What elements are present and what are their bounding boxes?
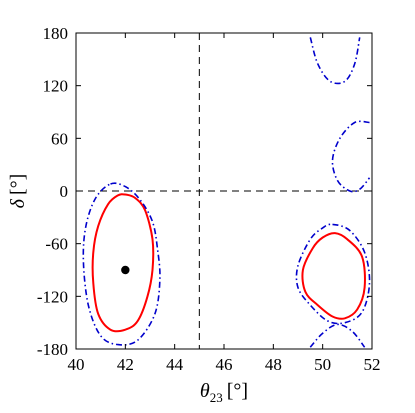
dashdot-contour-5	[309, 323, 366, 348]
axis-tick-labels: 40 42 44 46 48 50 52 -180 -120 -60 0 60 120 180	[37, 24, 381, 374]
y-tick-label: 120	[43, 77, 69, 96]
x-tick-label: 50	[314, 355, 331, 374]
x-tick-label: 40	[68, 355, 85, 374]
x-tick-label: 52	[364, 355, 381, 374]
y-tick-label: 60	[51, 129, 68, 148]
dashdot-contour-1	[82, 182, 161, 346]
best-fit-points	[121, 265, 130, 275]
x-tick-label: 46	[216, 355, 233, 374]
x-tick-label: 44	[166, 355, 184, 374]
y-tick-label: -60	[45, 235, 68, 254]
y-axis-title: δ [°]	[7, 174, 29, 209]
y-tick-label: -120	[37, 287, 68, 306]
solid-contour-1	[91, 193, 155, 333]
x-axis-symbol: θ	[200, 380, 210, 402]
x-axis-subscript: 23	[210, 390, 223, 405]
dashdot-contour-4	[331, 120, 371, 193]
x-tick-label: 42	[117, 355, 134, 374]
best-fit-point	[121, 265, 130, 275]
x-tick-label: 48	[265, 355, 282, 374]
solid-contour-2	[301, 232, 366, 320]
x-axis-unit: [°]	[227, 380, 248, 402]
dashdot-contour-3	[309, 37, 361, 85]
axis-ticks	[75, 32, 373, 350]
dashdot-contour-2	[295, 223, 371, 325]
contour-series	[82, 37, 371, 348]
y-tick-label: -180	[37, 340, 68, 359]
reference-lines	[76, 33, 372, 349]
y-axis-unit: [°]	[7, 174, 29, 195]
y-axis-symbol: δ	[7, 198, 29, 208]
y-tick-label: 0	[60, 182, 69, 201]
y-tick-label: 180	[43, 24, 69, 43]
x-axis-title: θ23 [°]	[200, 380, 248, 405]
